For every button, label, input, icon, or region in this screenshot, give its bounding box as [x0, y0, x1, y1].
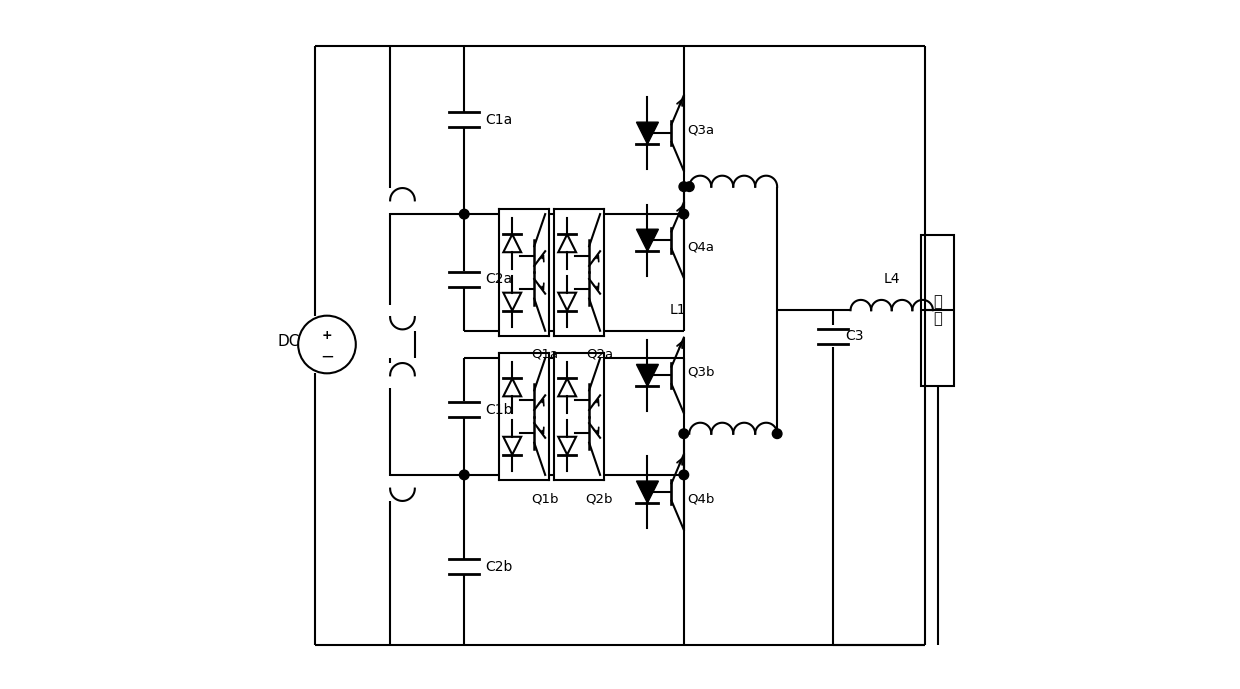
Text: +: +	[321, 329, 332, 342]
Circle shape	[460, 209, 469, 219]
Circle shape	[684, 182, 694, 192]
Text: C2a: C2a	[485, 272, 512, 287]
Circle shape	[460, 470, 469, 480]
Circle shape	[680, 209, 688, 219]
Polygon shape	[636, 481, 658, 503]
Polygon shape	[558, 293, 577, 311]
Text: C1b: C1b	[485, 402, 512, 417]
Polygon shape	[558, 234, 577, 252]
Polygon shape	[558, 437, 577, 455]
Polygon shape	[503, 293, 521, 311]
Text: Q2b: Q2b	[585, 492, 613, 505]
Text: C1a: C1a	[485, 113, 512, 127]
Text: DC: DC	[278, 333, 300, 349]
Polygon shape	[503, 378, 521, 396]
Circle shape	[773, 429, 782, 438]
Circle shape	[680, 182, 688, 192]
Polygon shape	[636, 122, 658, 144]
Text: Q1b: Q1b	[531, 492, 558, 505]
Circle shape	[680, 429, 688, 438]
Text: Q2a: Q2a	[585, 348, 613, 361]
Polygon shape	[636, 229, 658, 251]
Text: C3: C3	[846, 329, 863, 343]
Polygon shape	[503, 437, 521, 455]
Circle shape	[680, 470, 688, 480]
Text: Q3b: Q3b	[687, 365, 714, 378]
FancyBboxPatch shape	[921, 235, 955, 386]
Text: Q4b: Q4b	[687, 493, 714, 506]
Text: Q3a: Q3a	[687, 123, 714, 136]
Text: C2b: C2b	[485, 560, 512, 574]
Text: Q4a: Q4a	[687, 240, 714, 254]
Polygon shape	[636, 364, 658, 387]
Polygon shape	[503, 234, 521, 252]
Text: Q1a: Q1a	[531, 348, 558, 361]
Text: 电
网: 电 网	[934, 294, 942, 327]
Text: L4: L4	[883, 272, 900, 286]
Text: −: −	[320, 348, 334, 366]
Polygon shape	[558, 378, 577, 396]
Text: L1: L1	[670, 303, 686, 317]
